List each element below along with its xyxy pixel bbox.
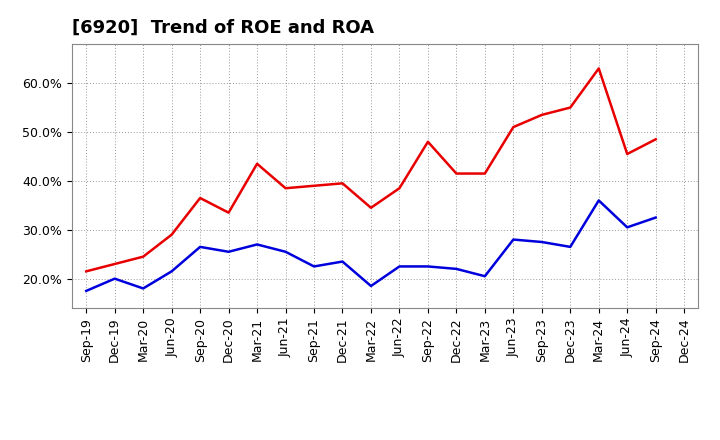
ROA xyxy=(652,215,660,220)
ROA xyxy=(395,264,404,269)
ROE xyxy=(452,171,461,176)
ROA xyxy=(509,237,518,242)
ROA xyxy=(196,244,204,249)
ROE xyxy=(310,183,318,188)
ROA xyxy=(338,259,347,264)
ROA xyxy=(595,198,603,203)
ROE xyxy=(537,112,546,117)
Line: ROA: ROA xyxy=(86,201,656,291)
ROA xyxy=(225,249,233,254)
ROE xyxy=(623,151,631,157)
ROE xyxy=(509,125,518,130)
ROA xyxy=(566,244,575,249)
ROE xyxy=(423,139,432,144)
ROA xyxy=(282,249,290,254)
ROE xyxy=(196,195,204,201)
ROA xyxy=(310,264,318,269)
Line: ROE: ROE xyxy=(86,69,656,271)
ROA xyxy=(537,239,546,245)
ROE xyxy=(225,210,233,215)
ROE xyxy=(82,269,91,274)
ROE xyxy=(110,261,119,267)
ROA xyxy=(110,276,119,281)
ROA xyxy=(253,242,261,247)
ROE xyxy=(253,161,261,166)
Text: [6920]  Trend of ROE and ROA: [6920] Trend of ROE and ROA xyxy=(72,19,374,37)
ROA xyxy=(423,264,432,269)
ROE xyxy=(139,254,148,259)
ROE xyxy=(338,181,347,186)
ROE xyxy=(566,105,575,110)
ROA xyxy=(623,225,631,230)
ROA xyxy=(480,274,489,279)
ROA xyxy=(82,288,91,293)
ROE xyxy=(595,66,603,71)
ROE xyxy=(167,232,176,237)
ROE xyxy=(366,205,375,210)
ROA xyxy=(139,286,148,291)
ROA xyxy=(366,283,375,289)
ROE xyxy=(282,186,290,191)
ROE xyxy=(652,137,660,142)
ROE xyxy=(480,171,489,176)
ROE xyxy=(395,186,404,191)
ROA xyxy=(167,269,176,274)
ROA xyxy=(452,266,461,271)
